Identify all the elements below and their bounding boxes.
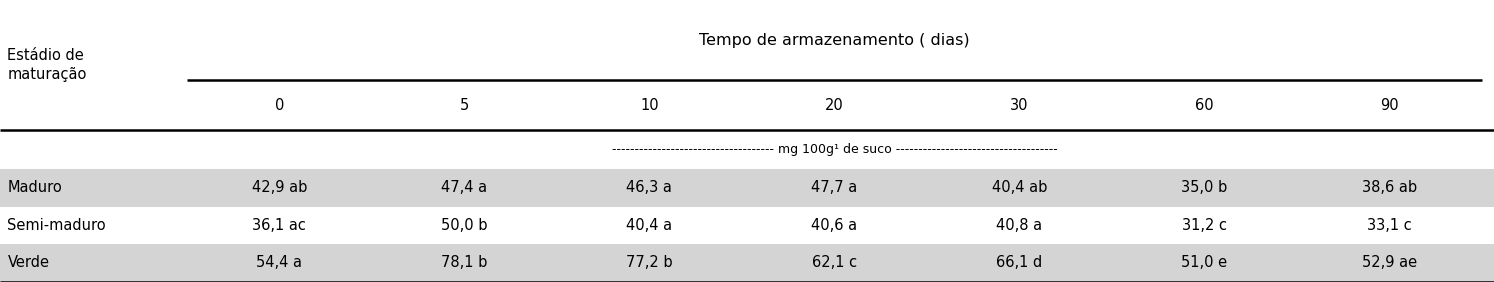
Text: 36,1 ac: 36,1 ac: [252, 218, 306, 233]
Text: 77,2 b: 77,2 b: [626, 255, 672, 270]
Text: 40,6 a: 40,6 a: [811, 218, 858, 233]
Text: 40,8 a: 40,8 a: [996, 218, 1043, 233]
Text: 40,4 ab: 40,4 ab: [992, 180, 1047, 195]
Text: 30: 30: [1010, 98, 1029, 113]
Bar: [0, 244, 1494, 282]
Text: 5: 5: [460, 98, 469, 113]
Text: Semi-maduro: Semi-maduro: [7, 218, 106, 233]
Text: 47,7 a: 47,7 a: [811, 180, 858, 195]
Text: 40,4 a: 40,4 a: [626, 218, 672, 233]
Text: 31,2 c: 31,2 c: [1182, 218, 1227, 233]
Text: Verde: Verde: [7, 255, 49, 270]
Text: Estádio de
maturação: Estádio de maturação: [7, 48, 87, 82]
Text: 54,4 a: 54,4 a: [257, 255, 302, 270]
Text: 66,1 d: 66,1 d: [996, 255, 1043, 270]
Text: 42,9 ab: 42,9 ab: [251, 180, 306, 195]
Text: 47,4 a: 47,4 a: [441, 180, 487, 195]
Text: 20: 20: [825, 98, 844, 113]
Text: 33,1 c: 33,1 c: [1367, 218, 1412, 233]
Bar: [0, 169, 1494, 207]
Text: Tempo de armazenamento ( dias): Tempo de armazenamento ( dias): [699, 33, 970, 48]
Text: 38,6 ab: 38,6 ab: [1363, 180, 1418, 195]
Text: 78,1 b: 78,1 b: [441, 255, 487, 270]
Text: 62,1 c: 62,1 c: [811, 255, 858, 270]
Text: Maduro: Maduro: [7, 180, 63, 195]
Text: 52,9 ae: 52,9 ae: [1363, 255, 1418, 270]
Text: 50,0 b: 50,0 b: [441, 218, 487, 233]
Text: 60: 60: [1195, 98, 1213, 113]
Text: 0: 0: [275, 98, 284, 113]
Text: 35,0 b: 35,0 b: [1182, 180, 1228, 195]
Text: 90: 90: [1380, 98, 1398, 113]
Text: 10: 10: [639, 98, 659, 113]
Text: 46,3 a: 46,3 a: [626, 180, 672, 195]
Text: ------------------------------------ mg 100g¹ de suco --------------------------: ------------------------------------ mg …: [611, 143, 1058, 156]
Text: 51,0 e: 51,0 e: [1182, 255, 1228, 270]
